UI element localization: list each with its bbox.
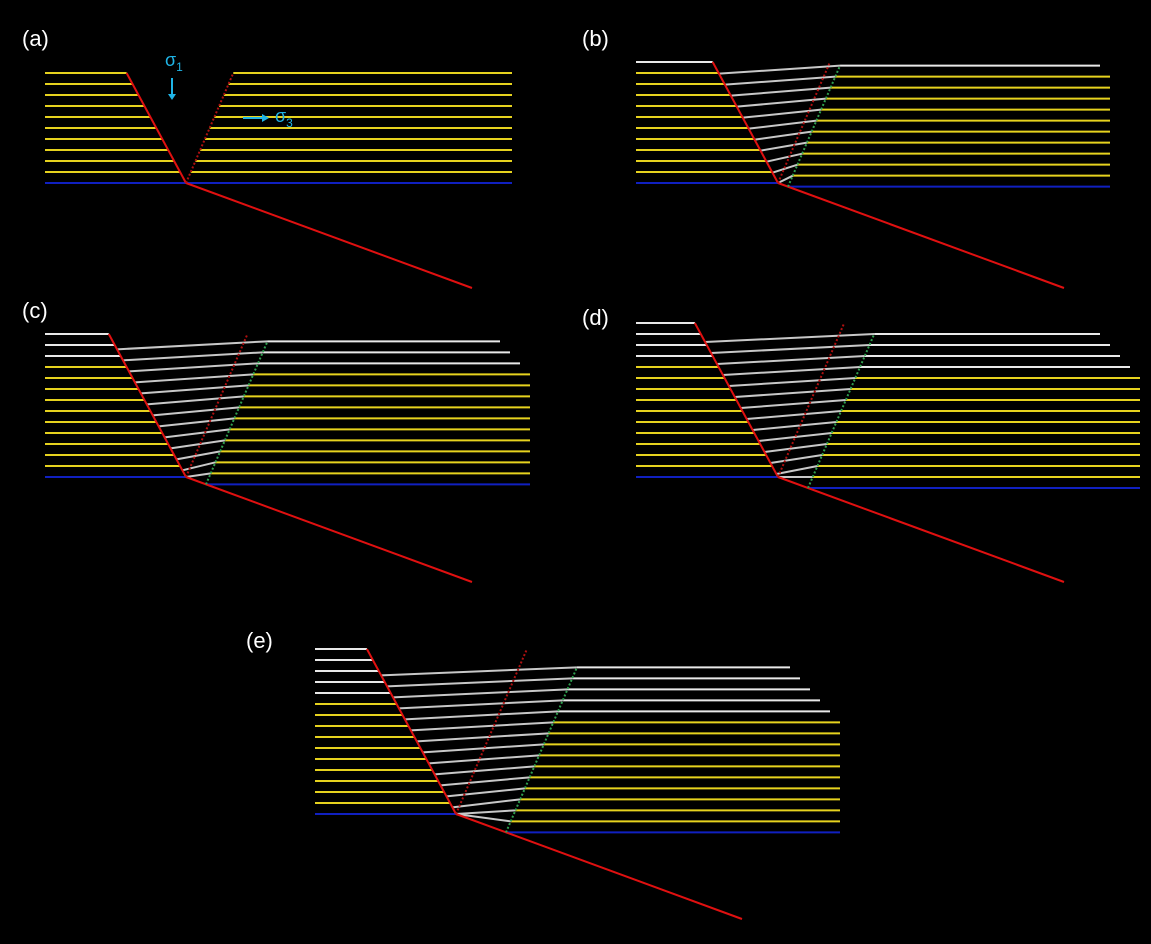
figure: (a) (b) (c) (d) (e) σ1 σ3 — [0, 0, 1151, 944]
sigma-symbol: σ — [275, 106, 286, 126]
panel-label: (e) — [246, 628, 273, 653]
panel-label: (b) — [582, 26, 609, 51]
sigma-subscript: 3 — [286, 116, 293, 130]
sigma-subscript: 1 — [176, 60, 183, 74]
panel-label: (d) — [582, 305, 609, 330]
panel-label: (c) — [22, 298, 48, 323]
background — [0, 0, 1151, 944]
sigma-symbol: σ — [165, 50, 176, 70]
panel-label: (a) — [22, 26, 49, 51]
